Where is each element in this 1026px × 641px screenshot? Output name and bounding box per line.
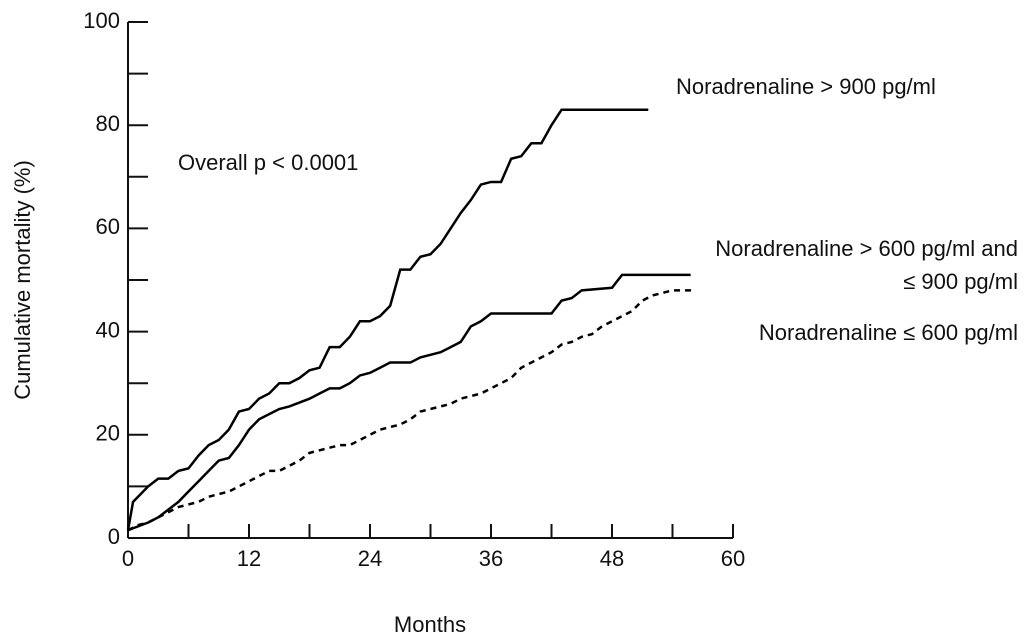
y-tick-label: 60 (96, 214, 120, 239)
x-tick-label: 24 (358, 546, 382, 571)
y-tick-label: 80 (96, 111, 120, 136)
x-axis-label: Months (394, 612, 466, 637)
y-tick-label: 20 (96, 421, 120, 446)
annotation: Overall p < 0.0001 (178, 150, 358, 175)
series-line (127, 289, 693, 532)
y-axis-label: Cumulative mortality (%) (10, 160, 35, 400)
x-tick-label: 0 (122, 546, 134, 571)
x-tick-label: 48 (600, 546, 624, 571)
x-tick-label: 36 (479, 546, 503, 571)
series-line (126, 108, 649, 531)
x-tick-label: 60 (721, 546, 745, 571)
y-tick-label: 40 (96, 317, 120, 342)
y-tick-label: 100 (83, 8, 120, 33)
series-label: Noradrenaline > 600 pg/ml and ≤ 900 pg/m… (715, 236, 1018, 294)
x-tick-label: 12 (237, 546, 261, 571)
series-label: Noradrenaline > 900 pg/ml (676, 74, 936, 99)
series-line (127, 273, 691, 532)
series-label: Noradrenaline ≤ 600 pg/ml (758, 320, 1018, 345)
y-tick-label: 0 (108, 524, 120, 549)
